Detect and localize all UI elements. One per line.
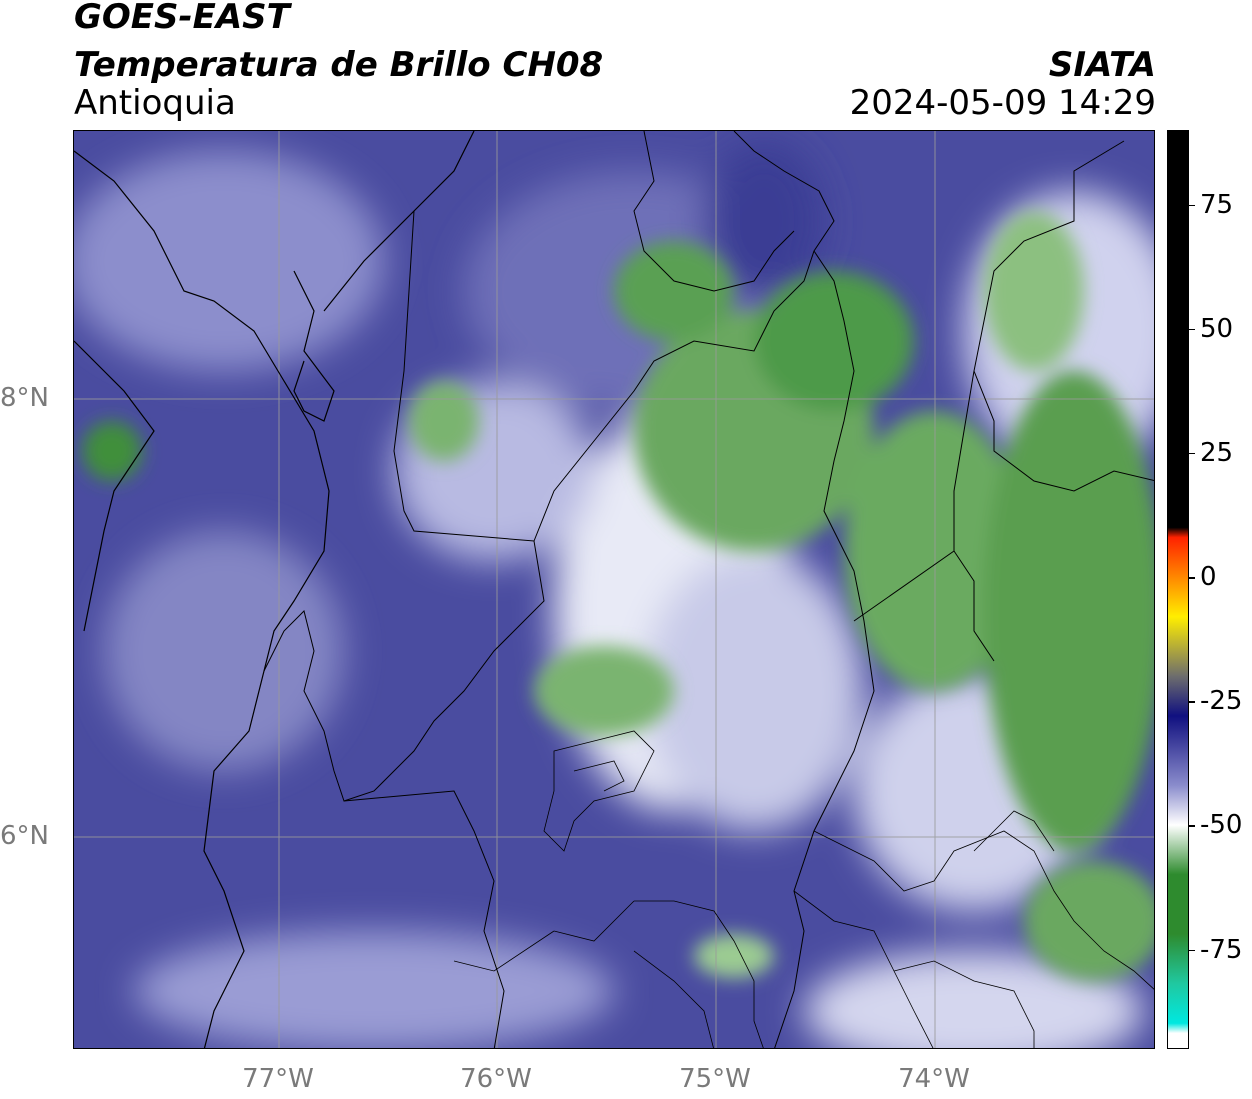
org-label: SIATA	[1048, 45, 1156, 85]
colorbar-tick-label: 75	[1200, 189, 1234, 220]
colorbar-tick-mark	[1189, 452, 1195, 455]
map-canvas	[74, 131, 1154, 1048]
colorbar-tick-label: 50	[1200, 313, 1234, 344]
coastline	[74, 131, 475, 1048]
colorbar-tick-mark	[1189, 328, 1195, 331]
datetime-label: 2024-05-09 14:29	[849, 83, 1156, 123]
colorbar-tick-mark	[1189, 949, 1195, 952]
lat-tick-label: 6°N	[0, 821, 49, 851]
lon-tick-label: 75°W	[679, 1064, 751, 1094]
colorbar-tick-mark	[1189, 204, 1195, 206]
colorbar-tick-mark	[1189, 825, 1195, 827]
colorbar-tick-label: 25	[1200, 437, 1234, 468]
colorbar-tick-mark	[1189, 577, 1195, 579]
lat-tick-label: 8°N	[0, 383, 49, 413]
colorbar	[1167, 130, 1189, 1049]
brightness-temperature-field	[74, 131, 1154, 1048]
lon-tick-label: 74°W	[898, 1064, 970, 1094]
department-borders	[263, 131, 1154, 1048]
graticule	[74, 131, 1154, 1048]
colorbar-tick-label: -25	[1200, 686, 1243, 717]
satellite-title: GOES-EAST	[74, 0, 290, 37]
lon-tick-label: 76°W	[460, 1064, 532, 1094]
product-title: Temperatura de Brillo CH08	[74, 45, 604, 85]
colorbar-tick-mark	[1189, 701, 1195, 703]
colorbar-tick-label: 0	[1200, 562, 1217, 593]
municipal-borders	[453, 730, 1154, 1048]
map-panel[interactable]	[73, 130, 1155, 1049]
lon-tick-label: 77°W	[242, 1064, 314, 1094]
region-label: Antioquia	[74, 83, 236, 123]
colorbar-tick-label: -50	[1200, 810, 1243, 841]
colorbar-tick-label: -75	[1200, 934, 1243, 965]
